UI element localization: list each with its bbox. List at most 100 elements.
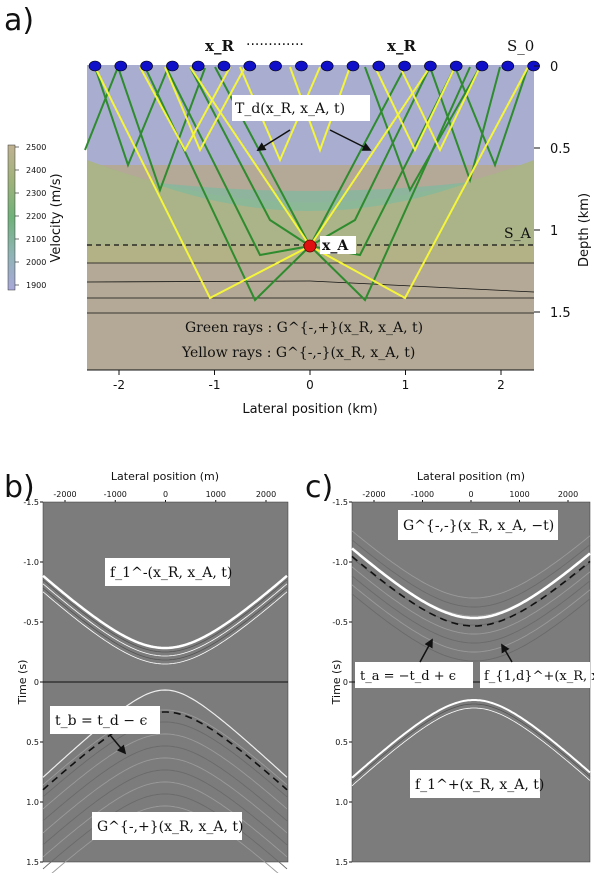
panel-b-y-label: Time (s): [16, 660, 29, 706]
y-tick-label: 0.5: [26, 738, 39, 747]
panel-c-events: [351, 530, 591, 787]
x-tick-label: 0: [163, 490, 168, 499]
panel-b-y-ticks: -1.5 -1.0 -0.5 0 0.5 1.0 1.5: [23, 498, 43, 867]
event-g-minus-plus: [42, 721, 288, 798]
x-tick-label: 2000: [558, 490, 578, 499]
colorbar-tick-label: 2500: [26, 143, 46, 152]
colorbar-tick-label: 2100: [26, 235, 46, 244]
event-g-minus-minus: [351, 584, 591, 653]
traveltime-label: T_d(x_R, x_A, t): [235, 101, 345, 117]
panel-c-label-top: G^{-,-}(x_R, x_A, −t): [403, 518, 554, 534]
receiver-dot: [140, 60, 153, 72]
panel-b-arrow: [109, 734, 127, 755]
event-g-minus-plus: [42, 781, 288, 858]
y-tick-label: 1.0: [335, 798, 348, 807]
event-g-minus-plus: [51, 805, 279, 873]
traveltime-arrow-right: [329, 129, 372, 151]
x-tick-label: 2: [497, 378, 505, 392]
y-tick-label: -1.5: [332, 498, 348, 507]
colorbar-tick-label: 2000: [26, 258, 46, 267]
panel-b: b) Lateral position (m) -2000 -1000 0 1000 2…: [4, 470, 289, 873]
event-f1-plus: [351, 703, 591, 783]
panel-c-arrow-left: [419, 638, 433, 663]
velocity-colorbar: [7, 144, 16, 291]
event-g-minus-plus: [42, 733, 288, 810]
x-tick-label: -2: [113, 378, 125, 392]
x-tick-label: -1: [209, 378, 221, 392]
panel-c-label-bottom: f_1^+(x_R, x_A, t): [415, 777, 544, 793]
x-tick-label: -1000: [411, 490, 434, 499]
panel-c-y-label: Time (s): [330, 660, 343, 706]
event-f1-minus: [42, 591, 288, 665]
x-tick-label: 1000: [206, 490, 226, 499]
event-g-minus-minus: [351, 593, 591, 662]
receiver-dot: [449, 60, 463, 72]
colorbar-label: Velocity (m/s): [49, 173, 64, 262]
event-g-minus-plus: [42, 769, 288, 846]
colorbar-tick-label: 2400: [26, 166, 46, 175]
panel-c-x-label: Lateral position (m): [417, 470, 525, 483]
y-tick-label: 0.5: [335, 738, 348, 747]
event-g-minus-minus: [351, 539, 591, 608]
colorbar-tick-label: 2300: [26, 189, 46, 198]
x-tick-label: -1000: [104, 490, 127, 499]
x-tick-label: 1: [402, 378, 410, 392]
x-tick-label: 1000: [509, 490, 529, 499]
event-g-minus-plus: [42, 757, 288, 834]
event-g-minus-plus: [42, 793, 288, 870]
receiver-dot: [269, 60, 282, 72]
receiver-dot: [475, 60, 489, 72]
panel-b-events: [42, 574, 288, 873]
event-tb-dashed: [42, 711, 288, 791]
panel-a-y-ticks: 0 0.5 1 1.5: [534, 60, 571, 321]
y-tick-label: 1.5: [26, 858, 39, 867]
x-tick-label: 2000: [256, 490, 276, 499]
panel-a-x-ticks: -2 -1 0 1 2: [113, 370, 505, 392]
receiver-dot: [424, 60, 437, 72]
event-f1-plus: [351, 707, 591, 787]
receiver-dot: [88, 60, 102, 72]
receiver-dot: [501, 60, 515, 72]
event-g-minus-minus: [351, 566, 591, 635]
event-f1-minus: [42, 574, 288, 650]
panel-b-x-label: Lateral position (m): [111, 470, 219, 483]
panel-b-label-top: f_1^-(x_R, x_A, t): [110, 565, 232, 581]
y-tick-label: -0.5: [332, 618, 348, 627]
event-f1-plus: [351, 699, 591, 779]
panel-c: c) Lateral position (m) -2000 -1000 0 1000 2…: [305, 470, 594, 867]
event-g-minus-minus: [351, 530, 591, 599]
panel-a-x-label: Lateral position (km): [242, 402, 377, 417]
event-g-minus-plus: [42, 745, 288, 822]
yellow-rays: [94, 66, 529, 300]
y-tick-label: 0: [550, 60, 558, 75]
x-tick-label: -2000: [362, 490, 385, 499]
panel-c-x-ticks: -2000 -1000 0 1000 2000: [362, 490, 578, 503]
panel-b-label-mid: t_b = t_d − ϵ: [55, 713, 147, 729]
receiver-dot: [346, 60, 360, 72]
receiver-dot: [320, 60, 334, 72]
traveltime-arrow-left: [256, 129, 291, 151]
receiver-dot: [191, 60, 205, 72]
panel-c-label: c): [305, 470, 333, 505]
receiver-row: [88, 60, 540, 72]
panel-a-label: a): [4, 3, 34, 38]
green-rays-label: Green rays : G^{-,+}(x_R, x_A, t): [185, 320, 423, 336]
x-tick-label: -2000: [53, 490, 76, 499]
event-f1d-plus: [351, 547, 591, 620]
event-f1-minus: [42, 579, 288, 653]
y-tick-label: -0.5: [23, 618, 39, 627]
event-ta-dashed: [351, 555, 591, 627]
receiver-dot: [217, 60, 231, 72]
panel-b-label-bottom: G^{-,+}(x_R, x_A, t): [97, 819, 243, 835]
y-tick-label: 0: [343, 678, 348, 687]
focal-point-label: x_A: [322, 238, 349, 254]
receiver-label-right: x_R: [387, 37, 416, 55]
event-f1-minus: [42, 583, 288, 657]
receiver-label-left: x_R: [205, 37, 234, 55]
receiver-dot: [372, 60, 386, 72]
y-tick-label: -1.5: [23, 498, 39, 507]
event-g-minus-minus: [351, 575, 591, 644]
receiver-dot: [243, 60, 257, 72]
y-tick-label: -1.0: [332, 558, 348, 567]
panel-b-x-ticks: -2000 -1000 0 1000 2000: [53, 490, 276, 503]
